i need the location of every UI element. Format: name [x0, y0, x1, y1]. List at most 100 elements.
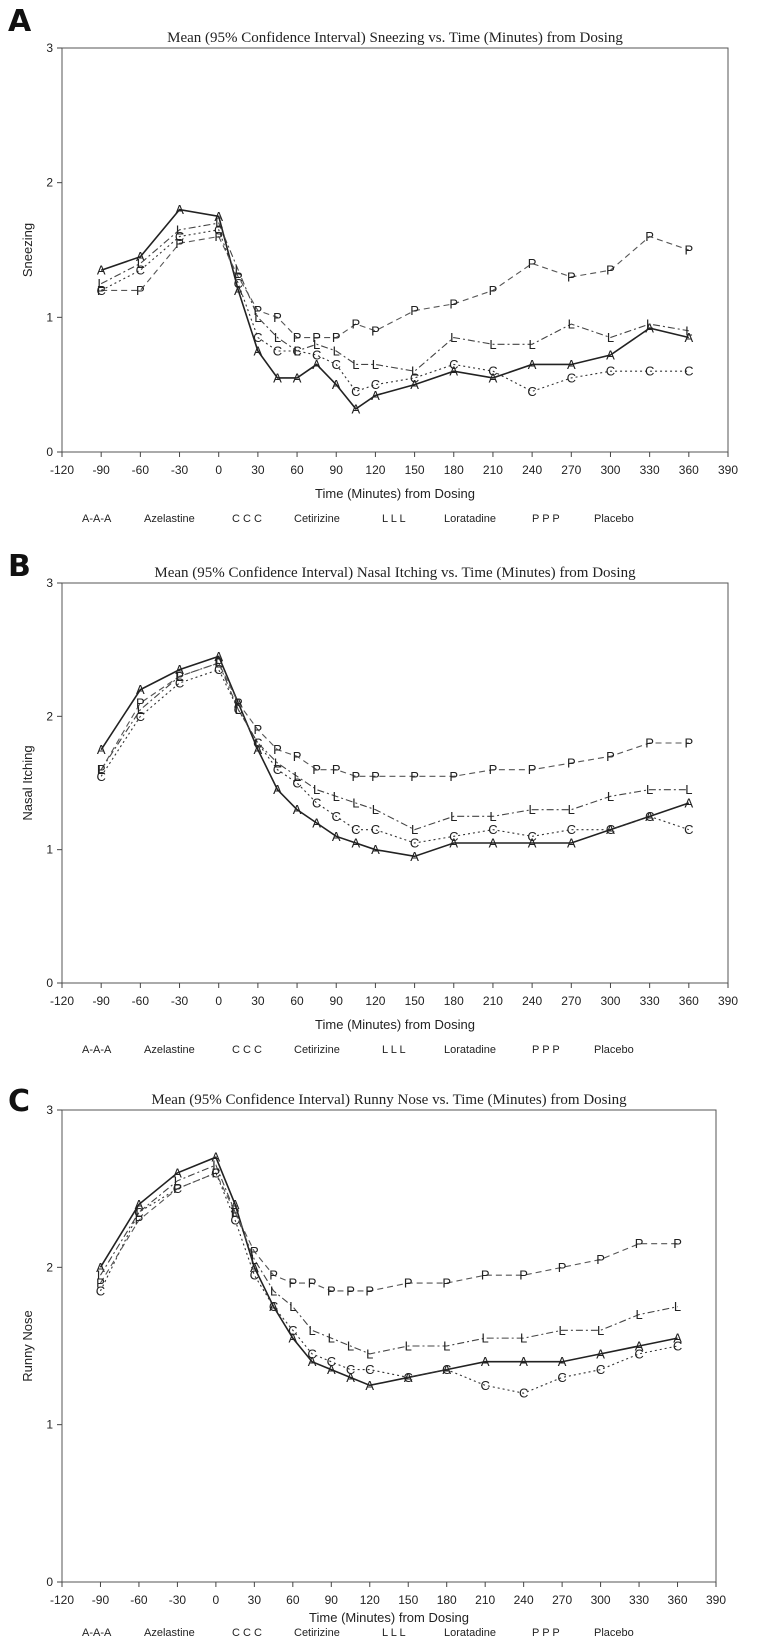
data-point: A [288, 1331, 297, 1346]
data-point: A [481, 1354, 490, 1369]
data-point: A [96, 1260, 105, 1275]
data-point: C [488, 822, 497, 837]
x-tick-label: 270 [561, 994, 581, 1008]
data-point: A [528, 357, 537, 372]
x-tick-label: 30 [251, 463, 265, 477]
data-point: A [449, 364, 458, 379]
legend-symbol: P P P [532, 1627, 560, 1639]
x-tick-label: -30 [171, 994, 189, 1008]
data-point: P [288, 1276, 297, 1291]
x-tick-label: 180 [437, 1593, 457, 1607]
x-tick-label: -90 [93, 463, 111, 477]
data-point: L [289, 1299, 296, 1314]
data-point: C [527, 384, 536, 399]
legend-label: Loratadine [444, 1044, 496, 1056]
data-point: P [351, 769, 360, 784]
data-point: P [528, 762, 537, 777]
x-tick-label: -60 [132, 463, 150, 477]
data-point: P [254, 303, 263, 318]
data-point: C [273, 344, 282, 359]
x-tick-label: 330 [640, 463, 660, 477]
data-point: A [684, 796, 693, 811]
legend-symbol: A-A-A [82, 513, 112, 525]
data-point: P [308, 1276, 317, 1291]
data-point: A [673, 1331, 682, 1346]
data-point: P [293, 749, 302, 764]
data-point: P [567, 756, 576, 771]
series-line [100, 662, 689, 777]
data-point: P [273, 742, 282, 757]
chart-sneezing: Mean (95% Confidence Interval) Sneezing … [20, 30, 738, 525]
x-tick-label: 90 [330, 463, 344, 477]
data-point: L [235, 702, 242, 717]
y-axis-label: Nasal Itching [20, 745, 35, 820]
data-point: A [410, 849, 419, 864]
data-point: P [410, 303, 419, 318]
data-point: L [520, 1331, 527, 1346]
series-line [100, 655, 690, 858]
data-point: L [98, 762, 105, 777]
series-line [101, 235, 690, 339]
data-point: P [371, 323, 380, 338]
panel-letter: C [8, 1084, 31, 1119]
legend: A-A-A Azelastine C C C Cetirizine L L L Lorat… [82, 1627, 634, 1639]
legend-label: Cetirizine [294, 513, 340, 525]
data-point: C [567, 370, 576, 385]
x-tick-label: 150 [405, 994, 425, 1008]
data-point: P [214, 656, 223, 671]
data-point: L [274, 756, 281, 771]
x-axis-label: Time (Minutes) from Dosing [309, 1610, 469, 1625]
data-point: P [606, 749, 615, 764]
x-tick-label: 360 [668, 1593, 688, 1607]
x-tick-label: 270 [552, 1593, 572, 1607]
legend-label: Cetirizine [294, 1044, 340, 1056]
data-point: C [634, 1346, 643, 1361]
legend-label: Placebo [594, 513, 634, 525]
x-tick-label: 90 [330, 994, 344, 1008]
data-point: A [175, 662, 184, 677]
data-point: C [645, 364, 654, 379]
data-point: A [489, 836, 498, 851]
legend-symbol: L L L [382, 513, 406, 525]
legend-label: Placebo [594, 1044, 634, 1056]
y-axis-label: Runny Nose [20, 1310, 35, 1382]
data-point: A [273, 370, 282, 385]
series-line [99, 1156, 678, 1387]
y-tick-label: 0 [46, 445, 53, 459]
data-point: C [327, 1354, 336, 1369]
x-tick-label: 120 [365, 463, 385, 477]
x-tick-label: 0 [215, 994, 222, 1008]
data-point: A [312, 816, 321, 831]
data-point: L [372, 802, 379, 817]
y-tick-label: 3 [46, 1103, 53, 1117]
panel-b: B Mean (95% Confidence Interval) Nasal I… [0, 545, 767, 1065]
x-tick-label: 240 [522, 994, 542, 1008]
data-point: C [214, 662, 223, 677]
data-point: P [528, 256, 537, 271]
data-point: C [269, 1299, 278, 1314]
data-point: C [442, 1362, 451, 1377]
data-point: P [312, 330, 321, 345]
data-point: C [332, 809, 341, 824]
data-point: A [567, 836, 576, 851]
legend-symbol: L L L [382, 1044, 406, 1056]
x-tick-label: -120 [50, 994, 74, 1008]
data-point: P [312, 762, 321, 777]
legend: A-A-A Azelastine C C C Cetirizine L L L Lorat… [82, 1044, 634, 1056]
data-point: A [250, 1260, 259, 1275]
panel-a: A Mean (95% Confidence Interval) Sneezin… [0, 0, 767, 540]
data-point: C [253, 330, 262, 345]
x-tick-label: -60 [132, 994, 150, 1008]
data-point: P [231, 1205, 240, 1220]
data-point: L [372, 357, 379, 372]
data-point: L [559, 1323, 566, 1338]
data-point: P [410, 769, 419, 784]
legend-symbol: A-A-A [82, 1627, 112, 1639]
x-tick-label: 210 [483, 994, 503, 1008]
data-point: P [635, 1236, 644, 1251]
data-point: L [607, 789, 614, 804]
data-point: P [684, 736, 693, 751]
